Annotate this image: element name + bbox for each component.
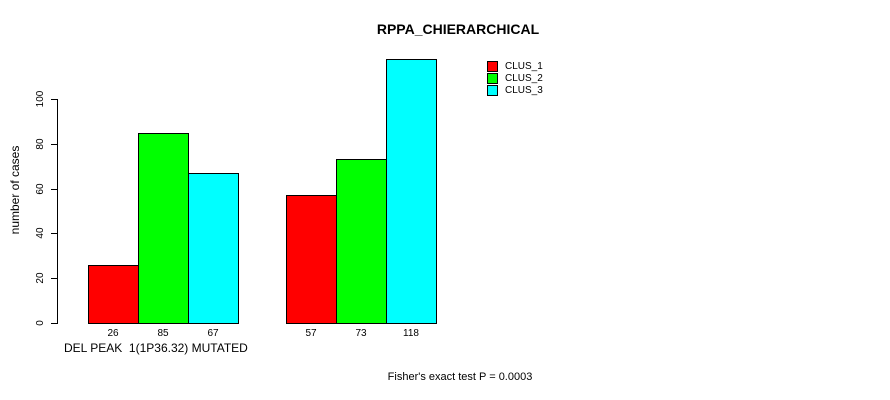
annotation-text: Fisher's exact test P = 0.0003 (387, 371, 533, 383)
y-axis-label: number of cases (8, 145, 22, 235)
bar-clus_3-group2 (386, 59, 437, 324)
bar-clus_1-group2 (286, 195, 337, 324)
legend: CLUS_1 CLUS_2 CLUS_3 (487, 61, 543, 97)
y-axis-tick-label: 80 (35, 138, 46, 150)
bar-value-label: 57 (305, 328, 317, 339)
y-axis-tick (51, 233, 57, 235)
y-axis-tick-label: 100 (35, 90, 46, 108)
legend-item: CLUS_1 (487, 61, 543, 72)
y-axis-tick (51, 188, 57, 190)
y-axis-tick-label: 0 (35, 320, 46, 326)
legend-swatch-clus_3 (487, 85, 498, 96)
y-axis-tick-label: 40 (35, 227, 46, 239)
y-axis-line (57, 99, 58, 324)
legend-item: CLUS_3 (487, 85, 543, 96)
chart-title: RPPA_CHIERARCHICAL (376, 21, 540, 37)
legend-label: CLUS_3 (505, 85, 543, 96)
y-axis-tick (51, 323, 57, 324)
bar-value-label: 118 (403, 328, 419, 339)
y-axis-tick (51, 143, 57, 145)
legend-item: CLUS_2 (487, 73, 543, 84)
bar-value-label: 67 (207, 328, 219, 339)
bar-clus_2-group1 (138, 133, 189, 324)
y-axis-tick (51, 278, 57, 280)
legend-swatch-clus_2 (487, 73, 498, 84)
x-axis-label: DEL PEAK 1(1P36.32) MUTATED (64, 341, 248, 355)
y-axis-tick (51, 99, 57, 100)
bar-value-label: 26 (107, 328, 119, 339)
bar-clus_2-group2 (336, 159, 387, 324)
y-axis-tick-label: 60 (35, 183, 46, 195)
bar-value-label: 85 (157, 328, 169, 339)
legend-label: CLUS_2 (505, 73, 543, 84)
legend-label: CLUS_1 (505, 61, 543, 72)
y-axis-tick-label: 20 (35, 272, 46, 284)
legend-swatch-clus_1 (487, 61, 498, 72)
bar-value-label: 73 (355, 328, 367, 339)
bar-clus_3-group1 (188, 173, 239, 324)
bar-clus_1-group1 (88, 265, 139, 324)
